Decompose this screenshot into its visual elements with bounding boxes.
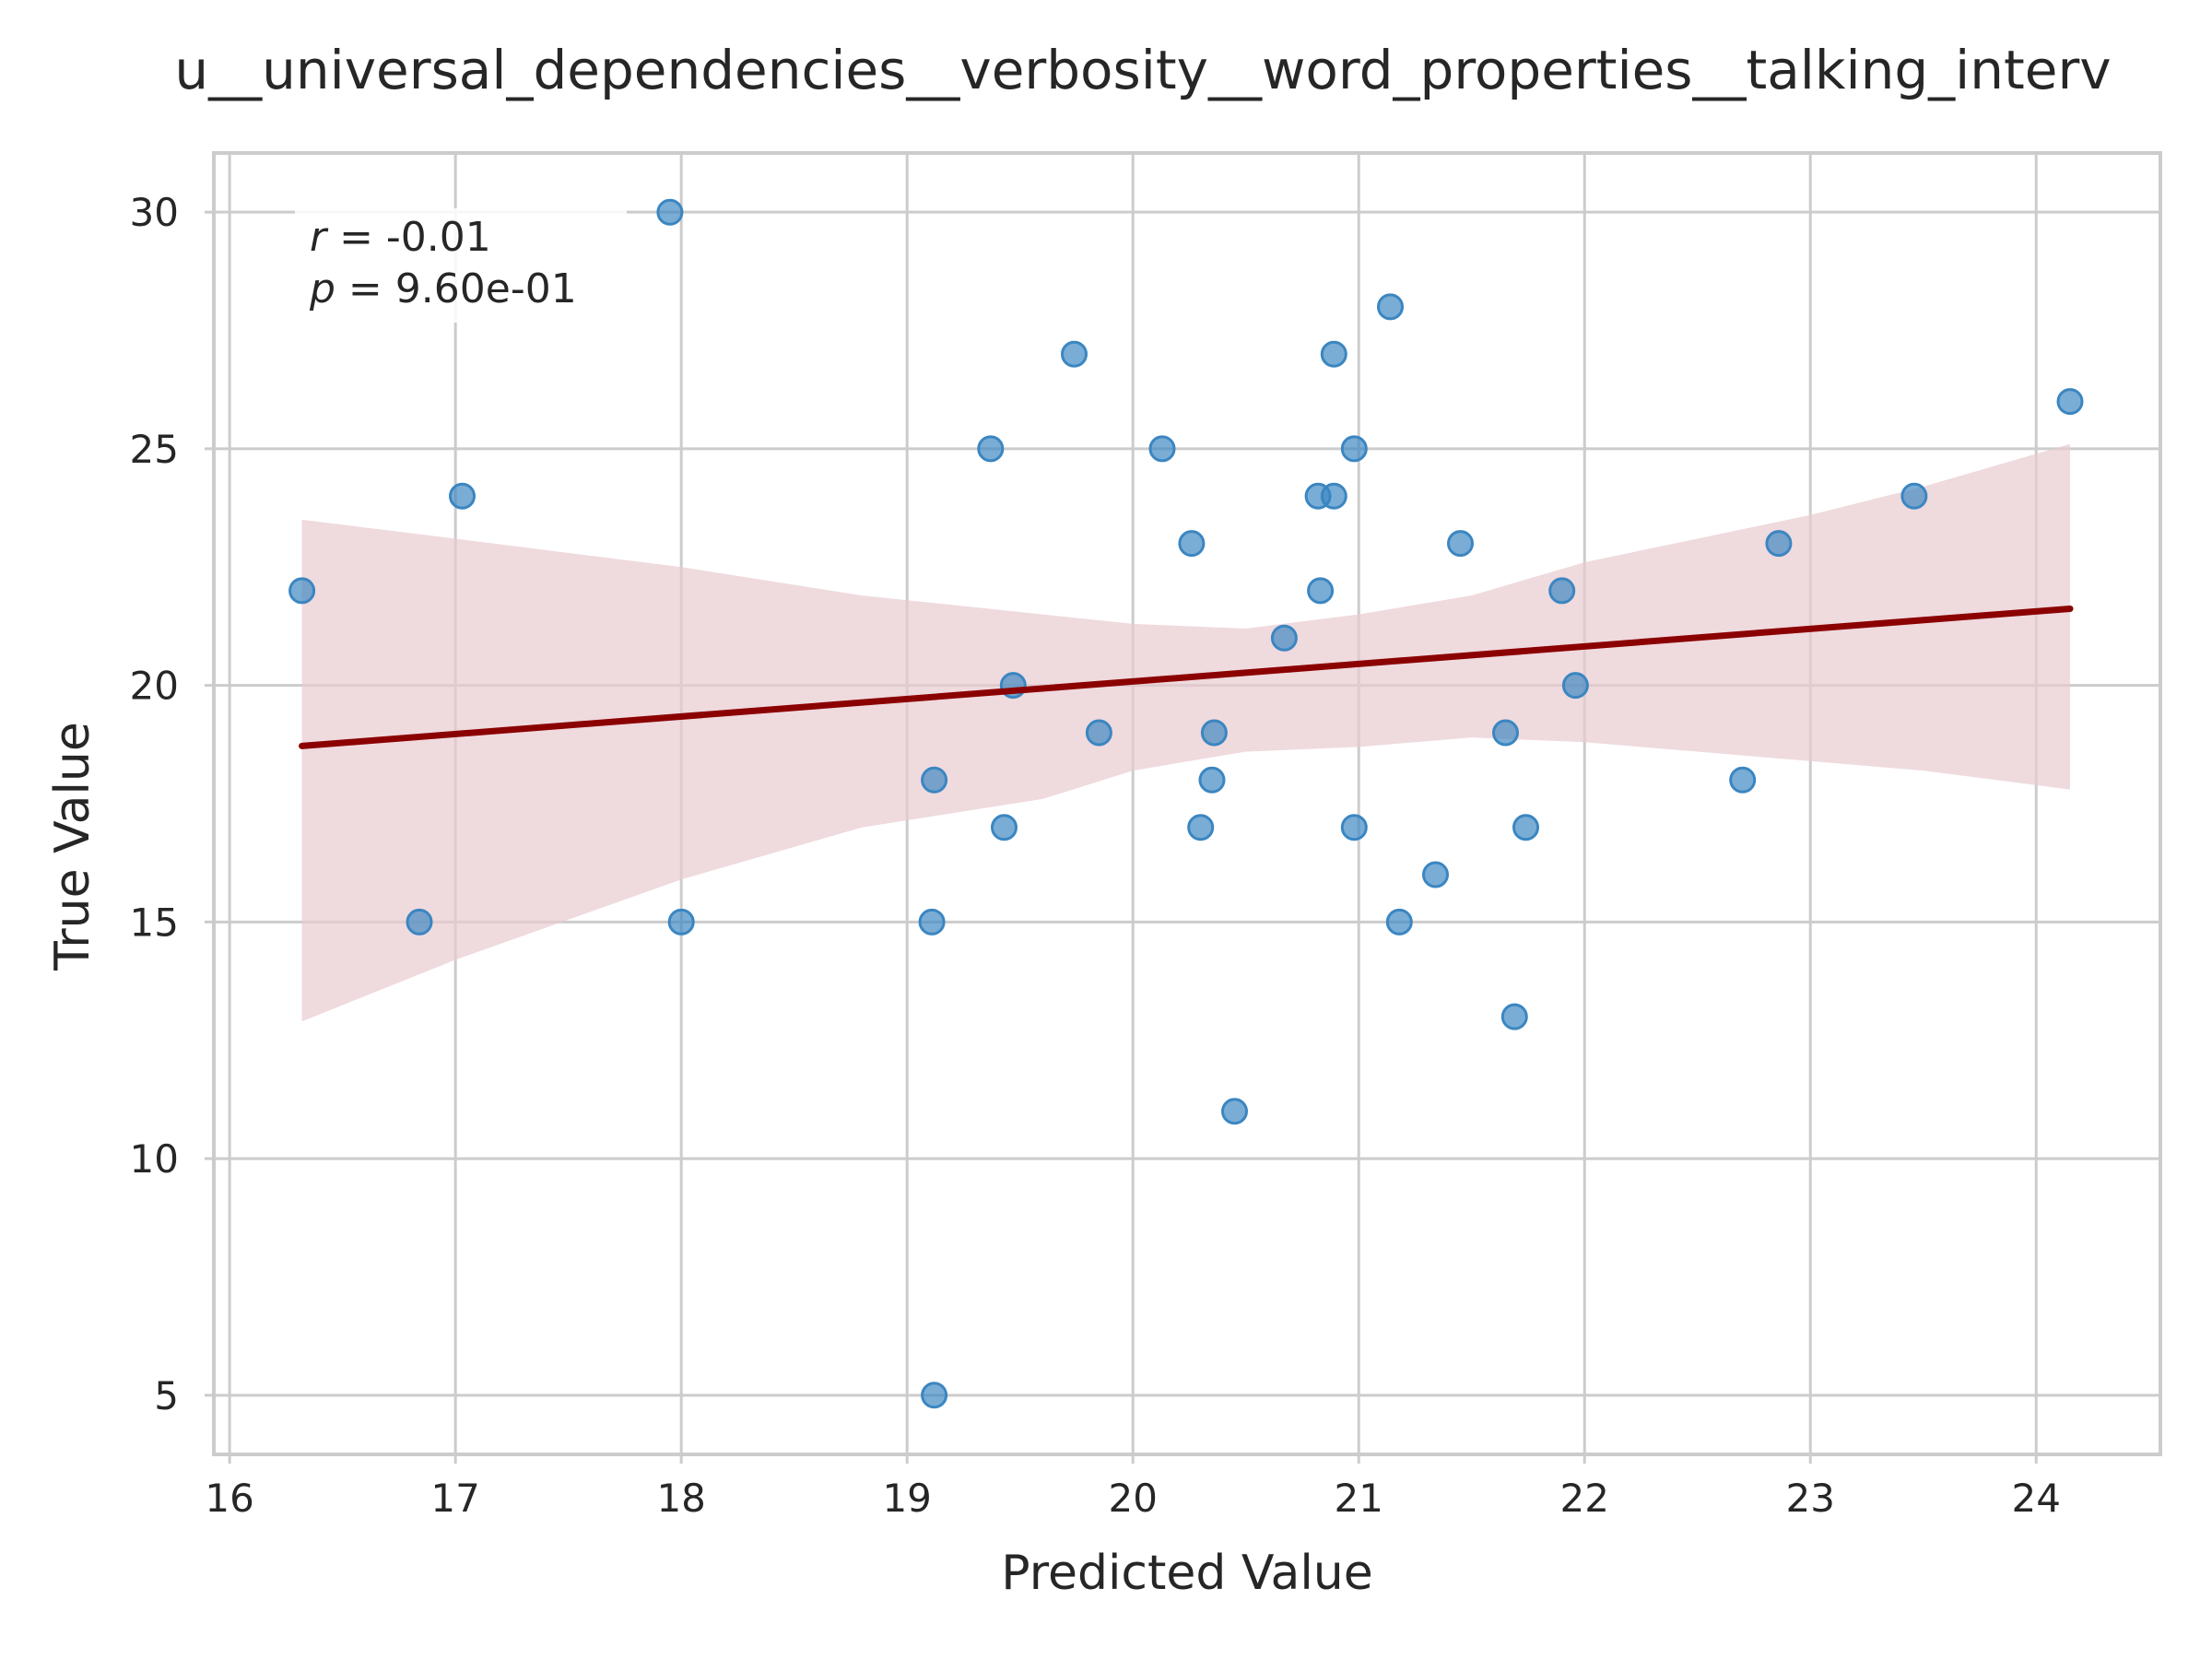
x-axis-ticks: 16 17 18 19 20 21 22 23 24 — [205, 1454, 2061, 1521]
plot-frame — [212, 151, 2162, 1456]
scatter-point — [1085, 719, 1112, 747]
confidence-band — [301, 443, 2071, 1022]
scatter-point — [1187, 814, 1215, 841]
stats-box — [295, 208, 627, 323]
x-tick-label: 20 — [1108, 1476, 1157, 1521]
stats-r-symbol: r — [310, 214, 329, 261]
scatter-point — [1307, 577, 1335, 605]
x-tick-label: 23 — [1786, 1476, 1835, 1521]
scatter-point — [1900, 482, 1928, 510]
scatter-point — [1178, 530, 1206, 558]
scatter-point — [1061, 340, 1088, 368]
data-points — [288, 198, 2084, 1409]
scatter-point — [1200, 719, 1228, 747]
scatter-point — [1500, 1003, 1528, 1030]
stats-p-symbol: p — [309, 265, 335, 312]
scatter-point — [288, 577, 316, 605]
scatter-point — [1340, 435, 1368, 463]
scatter-point — [1385, 908, 1413, 935]
stats-r-value: = -0.01 — [326, 214, 491, 261]
scatter-point — [1561, 672, 1589, 700]
chart-title: u__universal_dependencies__verbosity__wo… — [174, 39, 2111, 101]
y-axis-label: True Value — [45, 722, 100, 971]
scatter-point — [918, 908, 946, 935]
y-tick-label: 5 — [154, 1373, 179, 1418]
y-tick-label: 15 — [130, 900, 179, 945]
regression-line — [299, 605, 2074, 749]
scatter-point — [449, 482, 476, 510]
stats-p-line: p = 9.60e-01 — [309, 265, 577, 312]
x-tick-label: 24 — [2012, 1476, 2061, 1521]
y-axis-ticks: 5 10 15 20 25 30 — [130, 190, 214, 1418]
y-tick-label: 10 — [130, 1136, 179, 1182]
stats-p-value: = 9.60e-01 — [335, 265, 577, 312]
stats-r-line: r = -0.01 — [310, 214, 491, 261]
x-tick-label: 16 — [205, 1476, 253, 1521]
scatter-point — [1320, 482, 1347, 510]
scatter-point — [921, 1382, 948, 1409]
scatter-point — [991, 814, 1018, 841]
scatter-point — [977, 435, 1005, 463]
scatter-point — [1221, 1098, 1248, 1125]
x-tick-label: 17 — [430, 1476, 479, 1521]
scatter-point — [921, 766, 948, 794]
scatter-point — [1729, 766, 1757, 794]
scatter-point — [1422, 861, 1449, 888]
x-tick-label: 22 — [1559, 1476, 1608, 1521]
scatter-point — [667, 908, 695, 935]
x-axis-label: Predicted Value — [1001, 1546, 1372, 1601]
y-tick-label: 20 — [130, 664, 179, 709]
scatter-point — [1492, 719, 1519, 747]
x-tick-label: 19 — [882, 1476, 931, 1521]
x-tick-label: 21 — [1334, 1476, 1382, 1521]
scatter-point — [1340, 814, 1368, 841]
scatter-point — [1148, 435, 1176, 463]
scatter-point — [1270, 624, 1298, 652]
scatter-point — [1765, 530, 1793, 558]
scatter-point — [1320, 340, 1347, 368]
x-tick-label: 18 — [656, 1476, 705, 1521]
scatter-point — [1548, 577, 1576, 605]
y-tick-label: 25 — [130, 427, 179, 472]
scatter-point — [1512, 814, 1539, 841]
scatter-point — [1447, 530, 1474, 558]
scatter-point — [1198, 766, 1226, 794]
x-gridlines — [228, 153, 2038, 1454]
scatter-point — [406, 908, 433, 935]
scatter-point — [656, 198, 684, 226]
y-tick-label: 30 — [130, 190, 179, 235]
scatter-point — [2056, 388, 2084, 416]
scatter-point — [1377, 293, 1404, 321]
